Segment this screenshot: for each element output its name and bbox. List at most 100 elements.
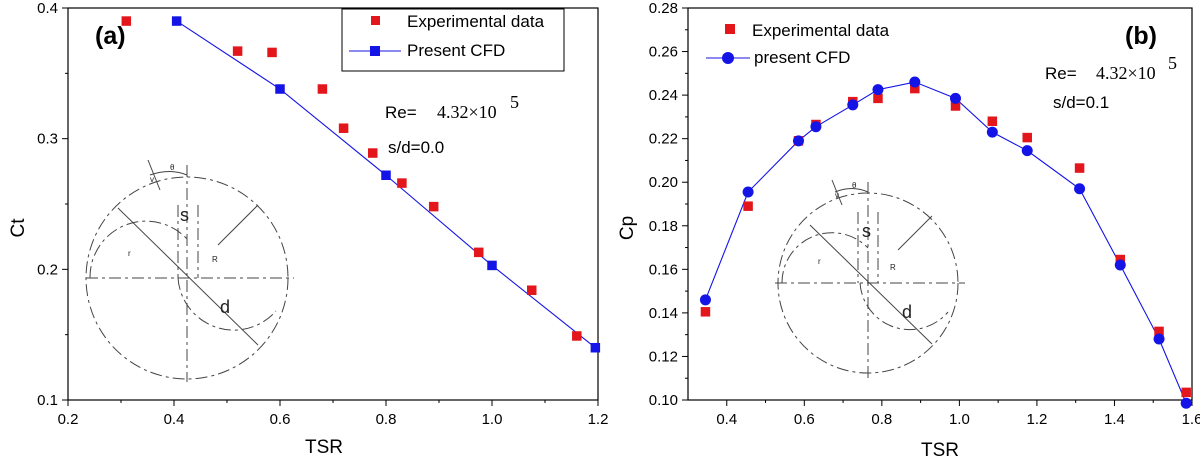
panel-b-rotor-schematic: s d r R θ v (775, 179, 965, 378)
panel-a-present-cfd-point (590, 342, 601, 353)
panel-b-x-tick-label: 1.6 (1182, 411, 1200, 428)
inset-d-label: d (220, 297, 230, 317)
panel-a-experimental-data-point (527, 285, 537, 295)
panel-a-experimental-data-point (338, 123, 349, 133)
panel-b-y-tick-label: 0.12 (649, 348, 678, 365)
inset-s-label: s (862, 221, 871, 241)
panel-a-y-tick-label: 0.4 (37, 0, 58, 17)
inset-theta-label: θ (852, 181, 857, 190)
panel-b-experimental-data-point (700, 307, 711, 317)
panel-a-experimental-data-point (267, 47, 277, 58)
panel-b-y-tick-label: 0.10 (649, 392, 678, 409)
panel-a-sd-label: s/d=0.0 (388, 138, 444, 157)
panel-a-y-axis-title: Ct (8, 218, 29, 238)
panel-b-present-cfd-point (810, 121, 822, 133)
panel-a-experimental-data-point (428, 201, 439, 212)
panel-b-re-exp: 5 (1168, 53, 1177, 73)
inset-s-label: s (180, 205, 189, 225)
panel-a-legend: Experimental data Present CFD (341, 8, 565, 72)
panel-a-x-tick-label: 0.8 (376, 411, 397, 428)
panel-b-experimental-data-point (910, 83, 920, 94)
panel-b-present-cfd-point (742, 186, 754, 198)
panel-a-x-tick-label: 0.6 (270, 411, 291, 428)
panel-b-present-cfd-point (872, 84, 884, 96)
panel-a-x-axis-title: TSR (305, 437, 343, 458)
panel-a-experimental-data-point (121, 16, 132, 26)
panel-b-legend: Experimental data present CFD (706, 21, 890, 67)
panel-b-x-tick-label: 1.0 (949, 411, 970, 428)
panel-a-re-value: 4.32×10 (437, 102, 497, 122)
inset-R-label: R (212, 255, 218, 264)
panel-b-x-tick-label: 0.8 (871, 411, 892, 428)
panel-b-present-cfd-point (986, 126, 998, 138)
panel-a-experimental-data-point (474, 247, 484, 258)
panel-a-x-tick-label: 0.2 (58, 411, 79, 428)
panel-b-present-cfd-point (1021, 145, 1033, 157)
panel-b-y-axis-title: Cp (617, 216, 638, 240)
panel-a-present-cfd-point (487, 260, 497, 271)
inset-r-label: r (128, 249, 131, 258)
panel-a-experimental-data-point (397, 178, 407, 188)
legend-cfd-label: Present CFD (407, 41, 505, 60)
panel-b-y-tick-label: 0.28 (649, 0, 678, 17)
panel-a-label: (a) (95, 22, 126, 50)
panel-a-experimental-data-point (317, 84, 328, 94)
panel-b-experimental-data-point (1154, 326, 1164, 337)
panel-a-y-tick-label: 0.1 (37, 392, 58, 409)
panel-b-y-tick-label: 0.14 (649, 305, 678, 322)
panel-b-experimental-data-point (1022, 132, 1032, 143)
panel-b-experimental-data-point (987, 116, 998, 126)
legend-experimental-marker (371, 16, 380, 25)
legend-experimental-label: Experimental data (752, 21, 890, 40)
panel-b-experimental-data-point (1181, 387, 1191, 398)
panel-b-present-cfd-point (792, 135, 804, 147)
panel-b-y-tick-label: 0.20 (649, 174, 678, 191)
panel-b-x-tick-label: 1.4 (1104, 411, 1125, 428)
panel-b-sd-label: s/d=0.1 (1053, 93, 1109, 112)
panel-a-re-exp: 5 (510, 92, 519, 112)
panel-b-present-cfd-line (704, 81, 1187, 404)
panel-b-y-tick-label: 0.18 (649, 218, 678, 235)
panel-b-present-cfd-point (847, 99, 859, 111)
panel-b-present-cfd-point (699, 294, 711, 306)
panel-b-y-tick-label: 0.22 (649, 131, 678, 148)
panel-a-experimental-data-point (572, 331, 582, 341)
panel-a-y-tick-label: 0.2 (37, 261, 58, 278)
legend-cfd-marker (722, 52, 734, 64)
panel-b-y-tick-label: 0.24 (649, 87, 678, 104)
panel-b-experimental-data-point (950, 101, 961, 111)
panel-b-chart: s d r R θ v 0.4 0.6 0.8 1.0 1.2 1.4 1.6 0.10 0.1… (617, 0, 1200, 461)
panel-b-experimental-data-point (873, 93, 883, 104)
legend-cfd-label: present CFD (754, 48, 850, 67)
panel-b-present-cfd-point (1180, 397, 1192, 409)
panel-a-re-label: Re= (385, 103, 417, 122)
panel-b-y-tick-label: 0.26 (649, 44, 678, 61)
legend-experimental-label: Experimental data (407, 12, 545, 31)
panel-b-present-cfd-point (1114, 259, 1126, 271)
panel-a-x-tick-label: 0.4 (164, 411, 185, 428)
panel-b-experimental-data-point (743, 201, 753, 211)
inset-R-label: R (890, 263, 896, 272)
panel-a-x-tick-label: 1.2 (588, 411, 609, 428)
panel-b-present-cfd-point (909, 76, 921, 88)
panel-a-present-cfd-point (275, 84, 285, 94)
panel-a-rotor-schematic: s d r R θ v (85, 159, 294, 382)
panel-b-label: (b) (1125, 22, 1157, 50)
panel-b-x-tick-label: 0.6 (794, 411, 815, 428)
inset-v-label: v (150, 175, 154, 184)
legend-cfd-marker (370, 46, 380, 56)
panel-b-re-label: Re= (1045, 64, 1077, 83)
panel-a-present-cfd-point (171, 16, 182, 26)
inset-v-label: v (835, 191, 839, 200)
panel-a-present-cfd-point (381, 170, 391, 181)
panel-b-present-cfd-point (950, 92, 962, 104)
panel-b-x-axis-title: TSR (921, 440, 959, 461)
panel-a-experimental-data-point (232, 46, 243, 56)
inset-d-label: d (902, 302, 912, 322)
inset-r-label: r (818, 257, 821, 266)
panel-b-experimental-data-point (1074, 163, 1085, 173)
legend-experimental-marker (725, 24, 735, 34)
inset-theta-label: θ (170, 163, 175, 172)
panel-b-present-cfd-point (1074, 183, 1086, 195)
